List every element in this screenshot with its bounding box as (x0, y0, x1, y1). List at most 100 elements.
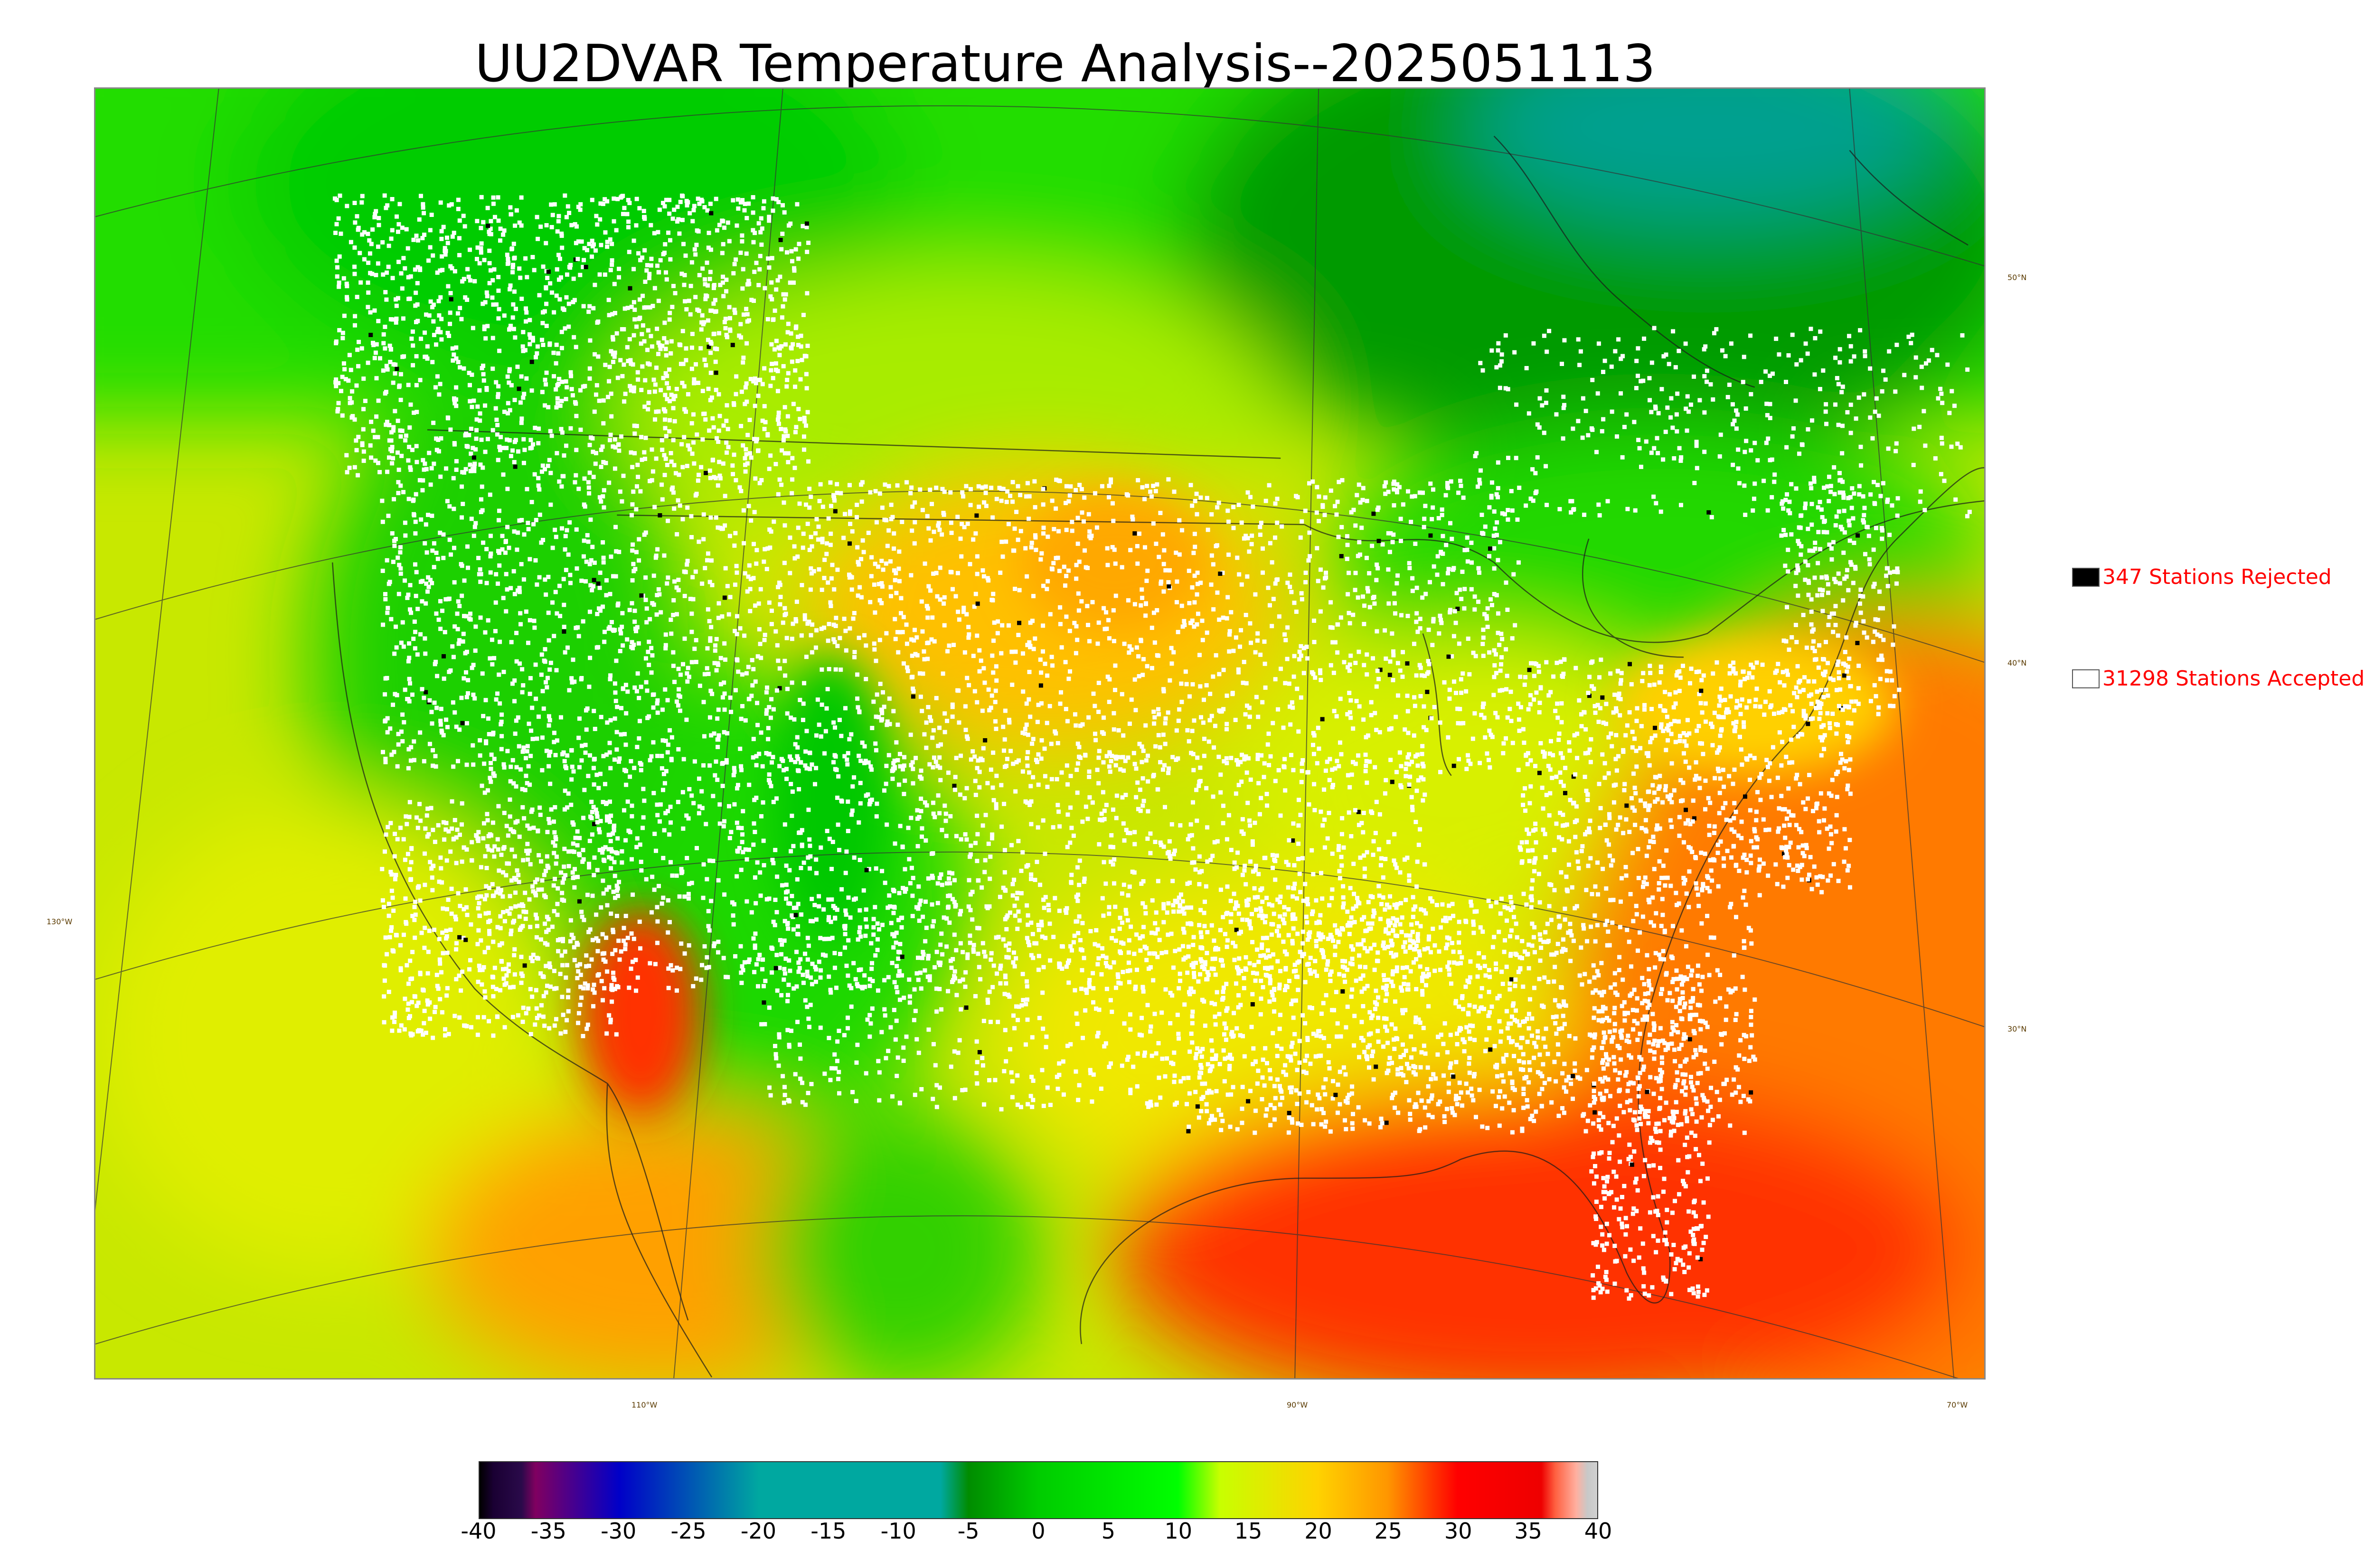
accepted-station-marker (417, 478, 422, 483)
accepted-station-marker (484, 884, 489, 889)
accepted-station-marker (578, 207, 583, 212)
accepted-station-marker (592, 409, 597, 414)
accepted-station-marker (1140, 760, 1144, 764)
accepted-station-marker (634, 423, 639, 428)
accepted-station-marker (1323, 495, 1328, 500)
accepted-station-marker (713, 298, 717, 302)
accepted-station-marker (544, 680, 548, 685)
accepted-station-marker (660, 738, 665, 743)
accepted-station-marker (503, 550, 508, 555)
accepted-station-marker (1145, 568, 1150, 573)
accepted-station-marker (559, 399, 564, 404)
accepted-station-marker (692, 247, 697, 252)
accepted-station-marker (454, 356, 459, 361)
accepted-station-marker (476, 906, 480, 911)
accepted-station-marker (398, 571, 403, 576)
accepted-station-marker (1190, 585, 1195, 590)
accepted-station-marker (568, 426, 573, 431)
accepted-station-marker (1158, 760, 1163, 765)
accepted-station-marker (1377, 730, 1382, 734)
accepted-station-marker (570, 870, 575, 875)
accepted-station-marker (1120, 891, 1124, 896)
accepted-station-marker (685, 505, 690, 510)
accepted-station-marker (1300, 856, 1305, 861)
accepted-station-marker (708, 636, 713, 641)
accepted-station-marker (848, 483, 852, 488)
accepted-station-marker (535, 351, 539, 356)
accepted-station-marker (665, 698, 670, 703)
accepted-station-marker (928, 715, 933, 720)
accepted-station-marker (725, 220, 730, 225)
accepted-station-marker (741, 360, 745, 365)
accepted-station-marker (720, 695, 725, 700)
accepted-station-marker (462, 224, 467, 229)
accepted-station-marker (944, 944, 949, 949)
accepted-station-marker (430, 581, 434, 585)
accepted-station-marker (371, 340, 376, 345)
accepted-station-marker (437, 313, 442, 318)
accepted-station-marker (1113, 593, 1118, 598)
accepted-station-marker (676, 588, 681, 592)
accepted-station-marker (984, 504, 989, 508)
accepted-station-marker (649, 263, 653, 268)
accepted-station-marker (1024, 701, 1029, 706)
accepted-station-marker (389, 236, 394, 241)
accepted-station-marker (1024, 723, 1029, 727)
accepted-station-marker (708, 270, 713, 274)
accepted-station-marker (1248, 823, 1253, 828)
accepted-station-marker (727, 239, 732, 244)
accepted-station-marker (782, 613, 787, 618)
accepted-station-marker (739, 488, 744, 493)
accepted-station-marker (1516, 768, 1521, 772)
accepted-station-marker (380, 750, 385, 754)
accepted-station-marker (942, 489, 947, 494)
accepted-station-marker (672, 463, 677, 468)
accepted-station-marker (612, 196, 616, 201)
accepted-station-marker (492, 215, 497, 219)
accepted-station-marker (566, 552, 571, 557)
accepted-station-marker (837, 718, 842, 723)
accepted-station-marker (790, 913, 794, 918)
accepted-station-marker (674, 585, 679, 590)
accepted-station-marker (786, 460, 791, 464)
accepted-station-marker (1254, 971, 1259, 976)
accepted-station-marker (502, 810, 507, 815)
accepted-station-marker (666, 986, 671, 990)
accepted-station-marker (835, 567, 840, 572)
accepted-station-marker (721, 824, 726, 829)
accepted-station-marker (547, 458, 552, 462)
accepted-station-marker (620, 499, 624, 504)
accepted-station-marker (744, 341, 749, 346)
accepted-station-marker (338, 193, 342, 198)
accepted-station-marker (788, 901, 792, 906)
accepted-station-marker (612, 466, 617, 471)
accepted-station-marker (1112, 547, 1117, 552)
accepted-station-marker (452, 401, 457, 405)
accepted-station-marker (1029, 872, 1034, 877)
accepted-station-marker (829, 604, 833, 608)
accepted-station-marker (489, 219, 493, 224)
accepted-station-marker (555, 738, 559, 743)
accepted-station-marker (1193, 498, 1197, 503)
accepted-station-marker (376, 398, 381, 403)
accepted-station-marker (631, 892, 635, 897)
accepted-station-marker (994, 806, 999, 810)
accepted-station-marker (1442, 680, 1447, 685)
accepted-station-marker (857, 585, 862, 590)
accepted-station-marker (900, 519, 904, 524)
accepted-station-marker (438, 599, 443, 603)
accepted-station-marker (391, 456, 396, 460)
accepted-station-marker (1337, 844, 1341, 848)
accepted-station-marker (1351, 507, 1356, 512)
accepted-station-marker (910, 760, 915, 765)
accepted-station-marker (1448, 610, 1452, 615)
accepted-station-marker (742, 208, 747, 213)
accepted-station-marker (735, 632, 739, 637)
accepted-station-marker (448, 427, 453, 432)
accepted-station-marker (460, 484, 464, 489)
accepted-station-marker (1333, 504, 1338, 508)
accepted-station-marker (385, 676, 389, 680)
accepted-station-marker (849, 587, 854, 592)
accepted-station-marker (1462, 606, 1467, 611)
accepted-station-marker (1072, 620, 1077, 625)
